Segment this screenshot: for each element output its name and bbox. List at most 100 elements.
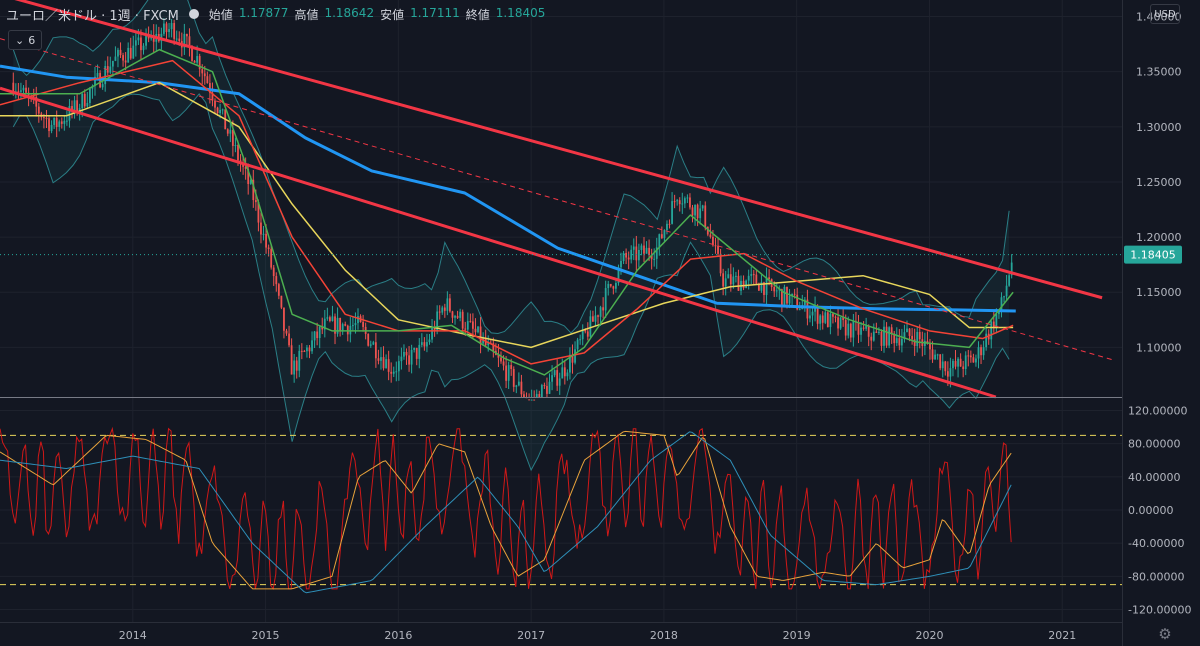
candle-body[interactable] <box>880 331 883 346</box>
candle-body[interactable] <box>426 342 428 347</box>
candle-body[interactable] <box>68 106 71 121</box>
oscillator-blue-line[interactable] <box>0 431 1012 594</box>
candle-body[interactable] <box>620 260 622 268</box>
candle-body[interactable] <box>760 282 763 291</box>
candle-body[interactable] <box>727 274 730 279</box>
candle-body[interactable] <box>941 361 944 369</box>
candle-body[interactable] <box>934 354 936 360</box>
candle-body[interactable] <box>165 23 168 33</box>
candle-body[interactable] <box>500 357 502 362</box>
candle-body[interactable] <box>816 307 819 324</box>
candle-body[interactable] <box>88 88 91 103</box>
candle-body[interactable] <box>413 347 416 350</box>
candle-body[interactable] <box>446 298 449 311</box>
candle-body[interactable] <box>676 200 679 202</box>
candle-body[interactable] <box>127 47 130 63</box>
candle-body[interactable] <box>783 286 786 305</box>
candle-body[interactable] <box>520 381 523 395</box>
candle-body[interactable] <box>637 249 640 261</box>
candle-body[interactable] <box>313 331 316 341</box>
candle-body[interactable] <box>456 315 459 318</box>
candle-body[interactable] <box>694 204 696 216</box>
candle-body[interactable] <box>293 360 296 375</box>
candle-body[interactable] <box>357 316 359 324</box>
candle-body[interactable] <box>203 73 206 77</box>
oscillator-fast-line[interactable] <box>0 426 1012 591</box>
candle-body[interactable] <box>849 323 852 338</box>
candle-body[interactable] <box>431 327 433 340</box>
candle-body[interactable] <box>387 359 390 372</box>
candle-body[interactable] <box>206 76 209 84</box>
candle-body[interactable] <box>548 381 551 394</box>
candle-body[interactable] <box>622 252 625 261</box>
candle-body[interactable] <box>735 275 737 277</box>
candle-body[interactable] <box>990 321 993 340</box>
candle-body[interactable] <box>977 347 980 359</box>
candle-body[interactable] <box>267 247 270 249</box>
candle-body[interactable] <box>604 288 607 311</box>
candle-body[interactable] <box>252 179 255 201</box>
candle-body[interactable] <box>806 299 809 319</box>
candle-body[interactable] <box>944 361 947 372</box>
candle-body[interactable] <box>298 350 301 371</box>
candle-body[interactable] <box>1000 297 1003 310</box>
candle-body[interactable] <box>750 274 753 276</box>
candle-body[interactable] <box>1003 296 1005 298</box>
candle-body[interactable] <box>581 329 584 340</box>
candle-body[interactable] <box>964 355 967 370</box>
candle-body[interactable] <box>543 385 546 387</box>
candle-body[interactable] <box>420 342 423 345</box>
candle-body[interactable] <box>280 295 283 308</box>
candle-body[interactable] <box>786 286 788 304</box>
candle-body[interactable] <box>640 245 643 250</box>
candle-body[interactable] <box>492 343 495 351</box>
moving-average-yellow[interactable] <box>0 81 1014 349</box>
candle-body[interactable] <box>724 278 727 287</box>
candle-body[interactable] <box>211 92 214 101</box>
candle-body[interactable] <box>451 311 454 318</box>
candle-body[interactable] <box>351 325 354 327</box>
candle-body[interactable] <box>706 226 709 235</box>
candle-body[interactable] <box>671 201 673 224</box>
candle-body[interactable] <box>321 326 324 330</box>
candle-body[interactable] <box>382 357 385 369</box>
candle-body[interactable] <box>586 331 589 337</box>
candle-body[interactable] <box>865 325 868 329</box>
candle-body[interactable] <box>819 315 822 324</box>
candle-body[interactable] <box>885 326 888 346</box>
candle-body[interactable] <box>234 145 237 147</box>
candle-body[interactable] <box>584 329 587 332</box>
candle-body[interactable] <box>96 72 99 77</box>
candle-body[interactable] <box>17 91 20 93</box>
candle-body[interactable] <box>683 198 686 204</box>
candle-body[interactable] <box>201 69 204 74</box>
candle-body[interactable] <box>722 273 725 287</box>
candle-body[interactable] <box>842 317 845 321</box>
candle-body[interactable] <box>888 327 891 346</box>
candle-body[interactable] <box>117 49 119 57</box>
candle-body[interactable] <box>959 358 962 367</box>
candle-body[interactable] <box>454 315 456 318</box>
candle-body[interactable] <box>193 60 196 63</box>
candle-body[interactable] <box>229 129 232 134</box>
candle-body[interactable] <box>178 38 181 42</box>
candle-body[interactable] <box>995 314 998 329</box>
candle-body[interactable] <box>765 277 768 295</box>
candle-body[interactable] <box>737 275 740 291</box>
candle-body[interactable] <box>265 233 267 248</box>
price-pane[interactable] <box>0 0 1122 472</box>
candle-body[interactable] <box>285 330 288 334</box>
candle-body[interactable] <box>561 367 564 379</box>
candle-body[interactable] <box>1005 285 1008 297</box>
candle-body[interactable] <box>962 366 965 370</box>
candle-body[interactable] <box>63 120 66 124</box>
candle-body[interactable] <box>515 385 518 387</box>
candle-body[interactable] <box>119 49 122 56</box>
candle-body[interactable] <box>168 29 170 33</box>
candle-body[interactable] <box>122 55 124 61</box>
candle-body[interactable] <box>546 385 548 394</box>
candle-body[interactable] <box>303 351 306 353</box>
candle-body[interactable] <box>701 205 704 209</box>
candle-body[interactable] <box>433 327 436 331</box>
candle-body[interactable] <box>12 82 15 93</box>
